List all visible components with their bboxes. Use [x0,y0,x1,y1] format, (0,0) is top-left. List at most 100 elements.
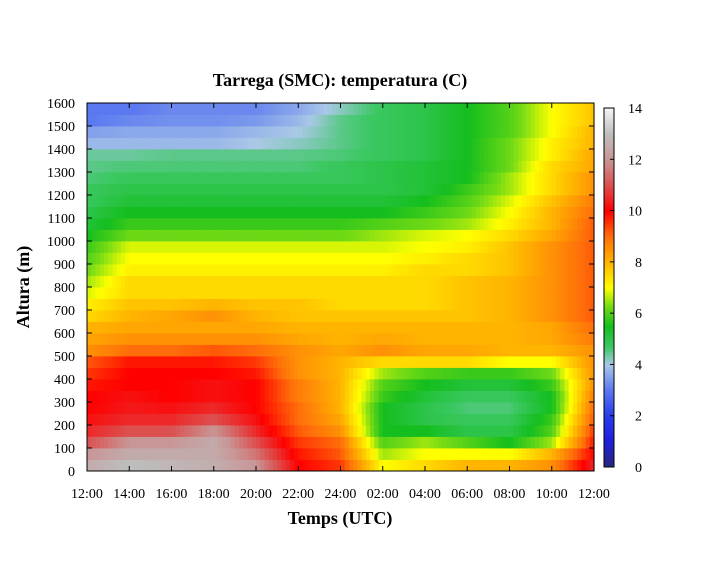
heatmap-cell [564,264,570,276]
heatmap-cell [560,103,566,115]
heatmap-cell [184,413,189,426]
heatmap-cell [399,264,405,276]
heatmap-cell [522,195,527,207]
heatmap-cell [302,390,308,403]
heatmap-cell [323,356,329,368]
heatmap-cell [251,172,257,184]
heatmap-cell [344,195,350,207]
heatmap-cell [226,298,232,311]
heatmap-cell [332,149,337,161]
heatmap-cell [513,356,519,368]
y-tick-label: 1300 [47,166,75,181]
heatmap-cell [217,459,223,472]
heatmap-cell [454,160,460,173]
heatmap-cell [420,149,426,161]
heatmap-cell [484,413,489,426]
heatmap-cell [395,137,401,150]
heatmap-cell [496,310,502,322]
heatmap-cell [163,264,168,276]
heatmap-cell [336,252,342,265]
heatmap-cell [294,310,299,322]
heatmap-cell [403,367,409,380]
heatmap-cell [272,436,278,449]
heatmap-cell [103,218,109,230]
heatmap-cell [129,126,135,138]
heatmap-cell [589,241,595,253]
heatmap-cell [513,126,519,138]
heatmap-cell [120,264,126,276]
heatmap-cell [294,333,299,345]
heatmap-cell [175,448,181,460]
heatmap-cell [247,333,253,345]
heatmap-cell [543,275,549,288]
heatmap-cell [310,195,316,207]
heatmap-cell [205,114,211,127]
heatmap-cell [382,275,388,288]
heatmap-cell [386,149,392,161]
heatmap-cell [323,275,329,288]
heatmap-cell [268,137,274,150]
heatmap-cell [467,264,473,276]
heatmap-cell [91,379,97,391]
heatmap-cell [323,183,329,196]
heatmap-cell [543,114,549,127]
heatmap-cell [129,379,135,391]
heatmap-cell [492,356,498,368]
heatmap-cell [496,425,502,437]
heatmap-cell [564,287,570,299]
heatmap-cell [509,264,515,276]
heatmap-cell [454,425,460,437]
heatmap-cell [374,321,380,334]
heatmap-cell [581,264,587,276]
heatmap-cell [526,459,532,472]
heatmap-cell [256,287,261,299]
heatmap-cell [226,459,232,472]
heatmap-cell [87,459,92,472]
heatmap-cell [239,241,244,253]
heatmap-cell [99,344,105,357]
heatmap-cell [133,436,139,449]
heatmap-cell [298,241,304,253]
heatmap-cell [471,183,477,196]
heatmap-cell [463,195,468,207]
heatmap-cell [327,160,333,173]
heatmap-cell [420,390,426,403]
heatmap-cell [560,218,566,230]
heatmap-cell [285,160,291,173]
heatmap-cell [175,103,181,115]
heatmap-cell [120,114,126,127]
heatmap-cell [133,402,139,414]
heatmap-cell [408,218,413,230]
heatmap-cell [306,413,312,426]
heatmap-cell [361,344,367,357]
heatmap-cell [539,160,544,173]
heatmap-cell [272,298,278,311]
heatmap-cell [108,356,113,368]
heatmap-cell [306,160,312,173]
heatmap-cell [103,229,109,242]
heatmap-cell [374,264,380,276]
heatmap-cell [370,126,375,138]
heatmap-cell [95,252,101,265]
heatmap-cell [226,172,232,184]
heatmap-cell [209,333,215,345]
heatmap-cell [416,275,422,288]
heatmap-cell [353,459,358,472]
heatmap-cell [429,126,435,138]
heatmap-cell [479,275,485,288]
heatmap-cell [488,321,494,334]
heatmap-cell [585,229,591,242]
colorbar-segment [604,338,614,342]
heatmap-cell [315,275,320,288]
heatmap-cell [99,402,105,414]
colorbar-segment [604,238,614,242]
heatmap-cell [585,287,591,299]
colorbar-segment [604,456,614,460]
heatmap-cell [479,195,485,207]
heatmap-cell [243,402,249,414]
heatmap-cell [365,103,371,115]
heatmap-cell [230,206,236,219]
heatmap-cell [125,402,130,414]
heatmap-cell [327,126,333,138]
heatmap-cell [522,183,527,196]
